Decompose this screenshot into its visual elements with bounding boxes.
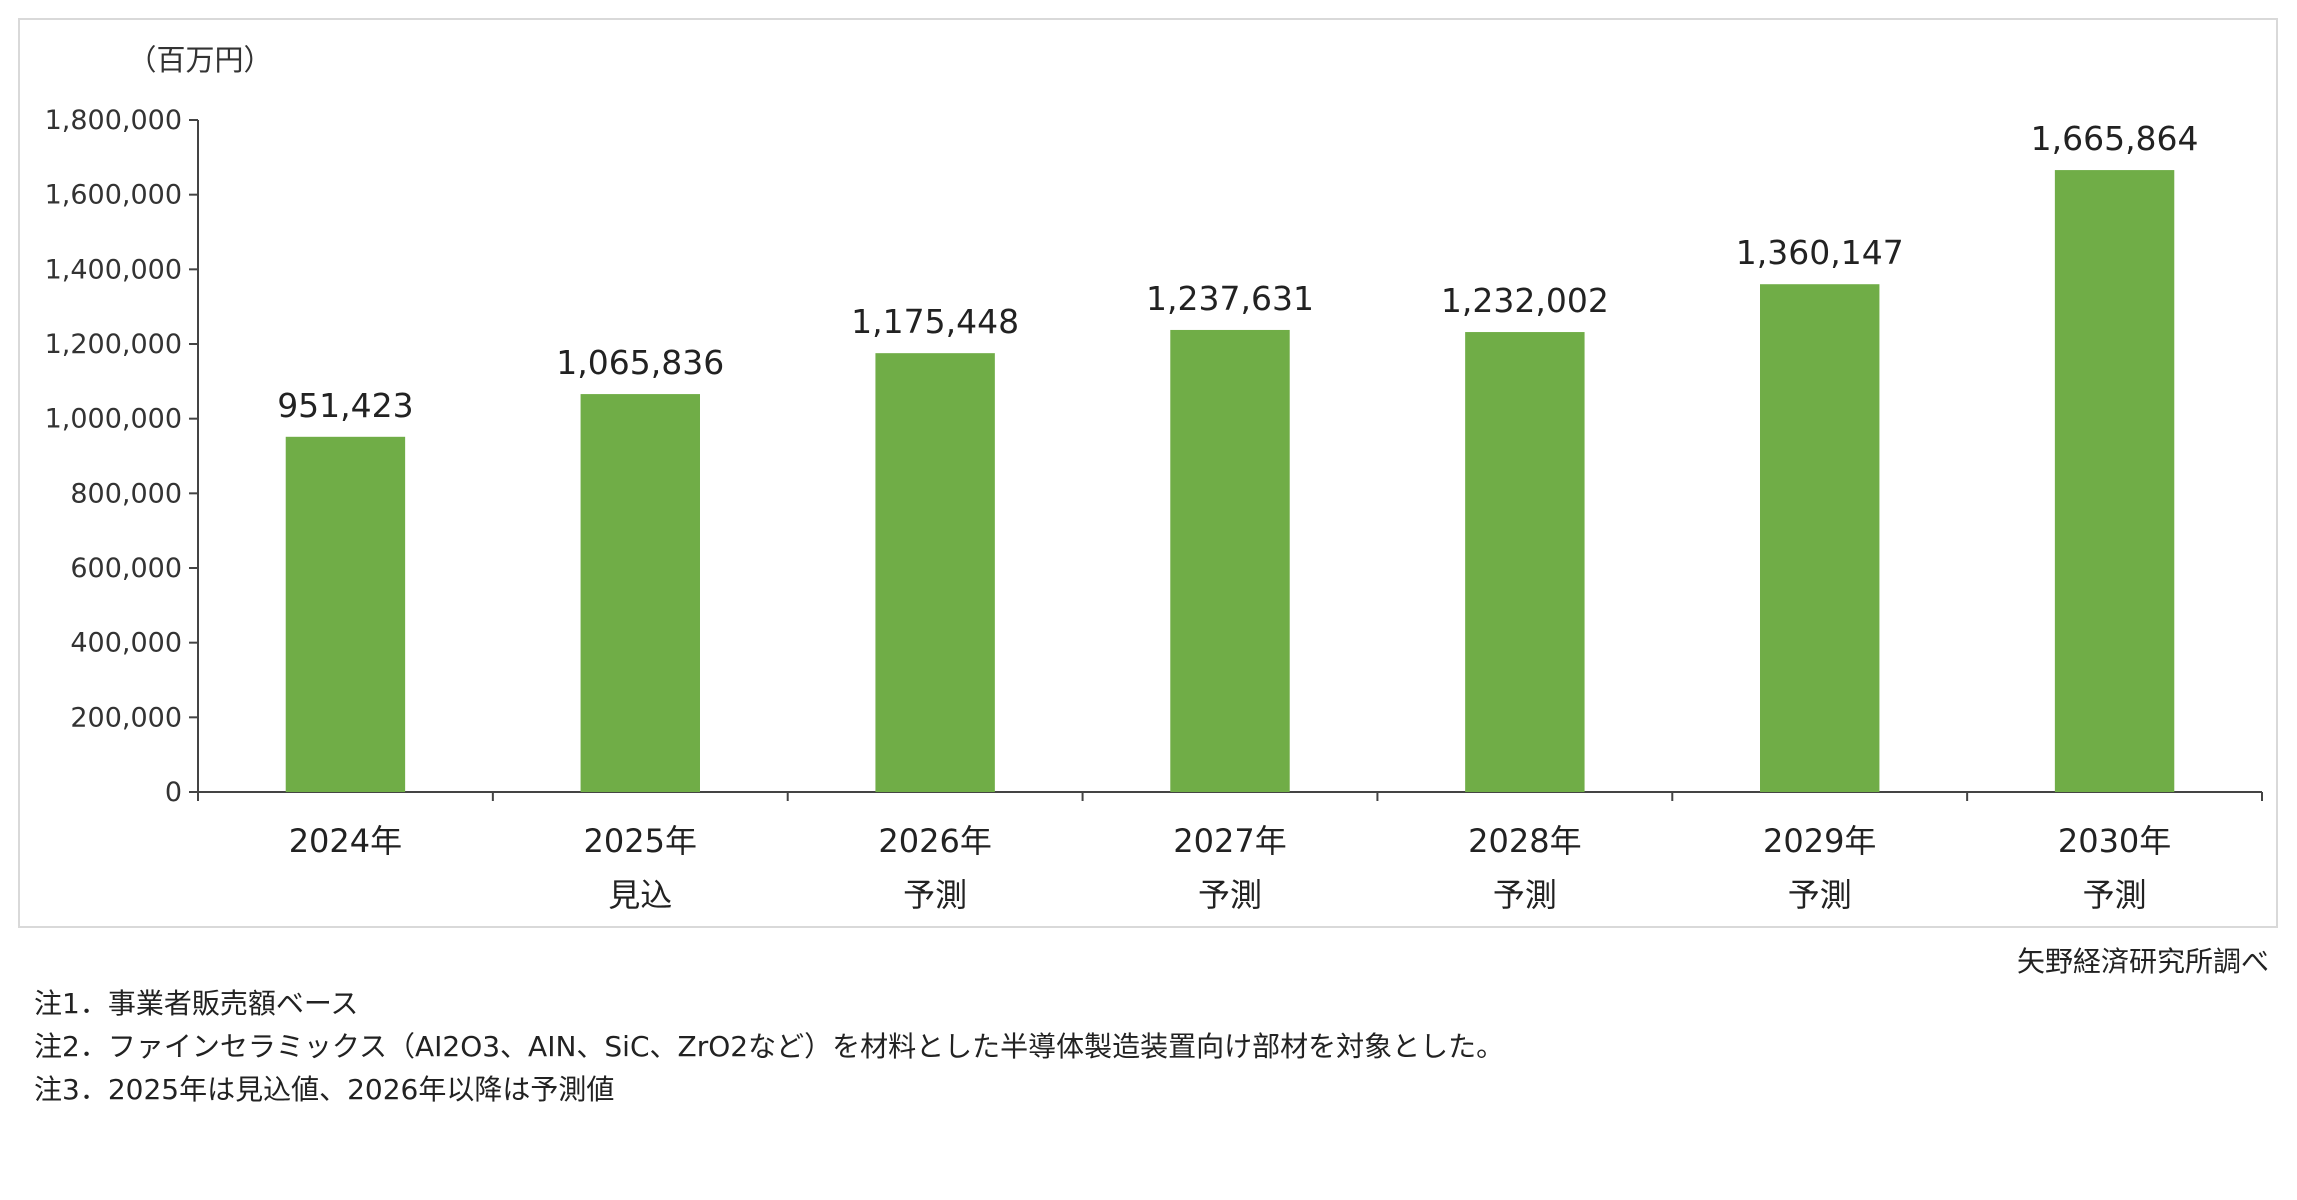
x-tick-sublabel: 予測	[1493, 876, 1557, 914]
x-tick-label: 2028年	[1468, 822, 1581, 860]
bar	[1760, 284, 1880, 792]
y-tick-label: 1,200,000	[45, 329, 182, 360]
bar	[580, 394, 700, 792]
data-label: 1,065,836	[556, 343, 724, 382]
data-label: 1,175,448	[851, 302, 1019, 341]
x-tick-label: 2024年	[289, 822, 402, 860]
notes-list: 注1．事業者販売額ベース 注2．ファインセラミックス（AI2O3、AIN、SiC…	[34, 982, 1504, 1111]
source-note: 矢野経済研究所調べ	[2016, 945, 2269, 978]
x-tick-label: 2027年	[1173, 822, 1286, 860]
bar	[875, 353, 995, 792]
note-3: 注3．2025年は見込値、2026年以降は予測値	[34, 1073, 615, 1106]
bar	[1170, 329, 1290, 792]
bar	[2054, 170, 2175, 792]
data-label: 1,665,864	[2031, 119, 2199, 158]
y-tick-label: 1,000,000	[45, 404, 182, 435]
data-label: 1,232,002	[1441, 281, 1609, 320]
x-tick-label: 2030年	[2058, 822, 2171, 860]
y-tick-label: 200,000	[70, 702, 182, 733]
y-axis-unit: （百万円）	[127, 43, 272, 77]
x-tick-sublabel: 見込	[608, 876, 672, 914]
note-2: 注2．ファインセラミックス（AI2O3、AIN、SiC、ZrO2など）を材料とし…	[34, 1030, 1505, 1063]
x-tick-label: 2025年	[584, 822, 697, 860]
data-label: 1,237,631	[1146, 279, 1314, 318]
y-tick-label: 1,800,000	[45, 105, 182, 136]
y-tick-label: 600,000	[70, 553, 182, 584]
x-tick-sublabel: 予測	[2083, 876, 2147, 914]
y-tick-label: 1,400,000	[45, 254, 182, 285]
bar	[285, 436, 406, 792]
x-tick-sublabel: 予測	[1788, 876, 1852, 914]
data-label: 1,360,147	[1736, 233, 1904, 272]
y-tick-label: 800,000	[70, 478, 182, 509]
note-1: 注1．事業者販売額ベース	[34, 987, 359, 1020]
data-label: 951,423	[277, 386, 413, 425]
bar-chart: （百万円） 0 200,000 400,000 600,000 800,000 1,000,…	[45, 43, 2263, 914]
y-tick-label: 400,000	[70, 628, 182, 659]
x-tick-sublabel: 予測	[1198, 876, 1262, 914]
y-tick-label: 1,600,000	[45, 180, 182, 211]
x-tick-label: 2026年	[878, 822, 991, 860]
bar	[1465, 332, 1585, 792]
x-tick-sublabel: 予測	[903, 876, 967, 914]
x-tick-label: 2029年	[1763, 822, 1876, 860]
chart-frame: （百万円） 0 200,000 400,000 600,000 800,000 1,000,…	[18, 18, 2278, 928]
y-tick-label: 0	[165, 777, 182, 808]
